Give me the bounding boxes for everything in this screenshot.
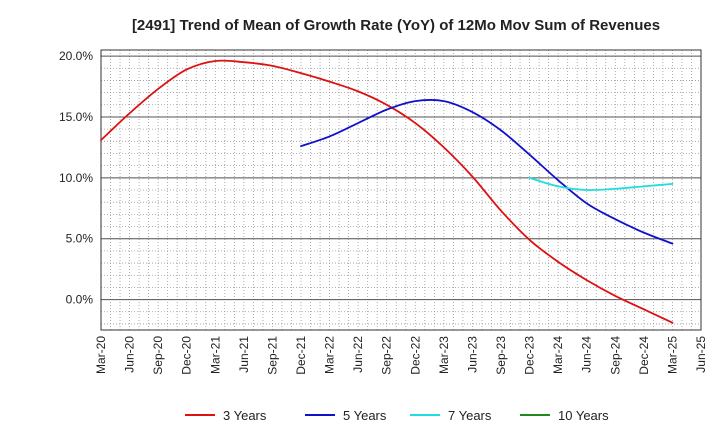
series-line-5-years	[300, 99, 674, 245]
x-tick-label: Jun-21	[237, 336, 251, 373]
x-tick-label: Dec-22	[408, 336, 422, 375]
legend-label: 10 Years	[558, 408, 609, 423]
series-line-7-years	[528, 176, 674, 191]
x-tick-label: Sep-22	[380, 336, 394, 375]
plot-border	[100, 49, 702, 331]
x-tick-label: Dec-21	[294, 336, 308, 375]
x-tick-label: Sep-20	[151, 336, 165, 375]
legend-label: 5 Years	[343, 408, 387, 423]
x-tick-label: Mar-25	[665, 336, 679, 374]
y-tick-label: 20.0%	[59, 49, 93, 63]
y-tick-label: 5.0%	[66, 232, 94, 246]
x-tick-label: Mar-22	[323, 336, 337, 374]
x-tick-label: Jun-23	[465, 336, 479, 373]
legend-label: 3 Years	[223, 408, 267, 423]
x-tick-label: Dec-24	[637, 336, 651, 375]
x-tick-label: Sep-24	[608, 336, 622, 375]
series-line-3-years	[100, 59, 674, 324]
x-tick-label: Jun-24	[580, 336, 594, 373]
x-tick-label: Jun-25	[694, 336, 708, 373]
legend-item-7-years: 7 Years	[410, 408, 492, 423]
x-tick-label: Jun-22	[351, 336, 365, 373]
legend-item-10-years: 10 Years	[520, 408, 609, 423]
x-tick-label: Sep-23	[494, 336, 508, 375]
x-tick-label: Sep-21	[265, 336, 279, 375]
legend-item-3-years: 3 Years	[185, 408, 267, 423]
x-tick-label: Mar-24	[551, 336, 565, 374]
x-tick-label: Mar-20	[94, 336, 108, 374]
x-tick-label: Mar-21	[208, 336, 222, 374]
x-tick-label: Jun-20	[123, 336, 137, 373]
y-tick-label: 15.0%	[59, 110, 93, 124]
legend-item-5-years: 5 Years	[305, 408, 387, 423]
x-tick-label: Mar-23	[437, 336, 451, 374]
y-tick-label: 0.0%	[66, 293, 94, 307]
legend-label: 7 Years	[448, 408, 492, 423]
y-tick-label: 10.0%	[59, 171, 93, 185]
chart-title: [2491] Trend of Mean of Growth Rate (YoY…	[132, 17, 660, 34]
x-tick-label: Dec-20	[180, 336, 194, 375]
x-tick-label: Dec-23	[523, 336, 537, 375]
